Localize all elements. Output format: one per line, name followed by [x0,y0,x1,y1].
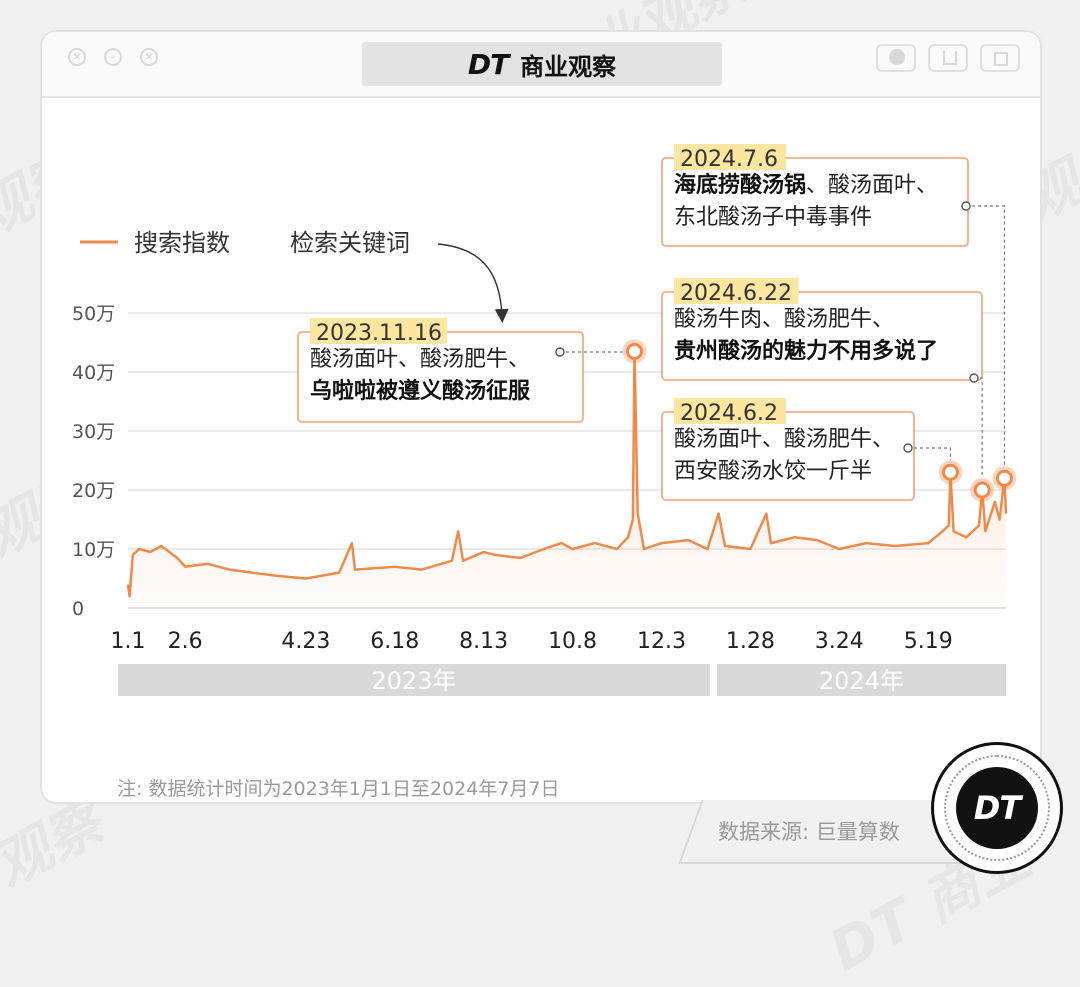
minimize-icon[interactable]: – [104,48,122,66]
annotation-segment: 酸汤牛肉、酸汤肥牛、 [674,307,894,332]
x-tick-label: 1.1 [111,629,146,654]
year-label: 2023年 [371,667,456,695]
record-icon[interactable] [876,44,916,72]
dt-logo: DT [467,47,509,81]
x-tick-label: 6.18 [370,629,419,654]
annotations: 2023.11.16酸汤面叶、酸汤肥牛、乌啦啦被遵义酸汤征服2024.6.2酸汤… [297,144,1017,502]
y-tick-label: 50万 [72,303,115,325]
annotation-text: 贵州酸汤的魅力不用多说了 [674,338,938,364]
series-area [128,351,1006,608]
annotation-date-highlight [674,398,786,424]
peak-marker [625,342,643,360]
annotation-text: 西安酸汤水饺一斤半 [674,459,872,484]
x-tick-label: 8.13 [459,629,508,654]
annotation-connector [908,447,952,461]
annotation-connector-dot [555,347,565,357]
annotation-segment: 乌啦啦被遵义酸汤征服 [310,378,531,404]
window-copy-icon[interactable] [980,44,1020,72]
keyword-arrow [437,243,509,323]
year-label: 2024年 [819,667,904,695]
x-tick-label: 1.28 [726,629,775,654]
annotation-segment: 、酸汤面叶、 [806,173,938,198]
annotation-connector [974,377,983,478]
annotation-date: 2024.6.22 [680,281,792,306]
title-bar: × – × DT 商业观察 [42,32,1040,98]
annotation-text: 酸汤面叶、酸汤肥牛、 [310,347,530,372]
legend-keyword-label: 检索关键词 [290,229,410,257]
x-tick-label: 2.6 [168,629,203,654]
y-tick-label: 10万 [72,539,115,561]
share-icon[interactable] [928,44,968,72]
annotation-connector-dot [903,443,913,453]
title-pill: DT 商业观察 [362,42,722,86]
y-tick-label: 0 [72,598,84,620]
annotation-text: 酸汤牛肉、酸汤肥牛、 [674,307,894,332]
annotation-connector-dot [961,201,971,211]
annotation-segment: 海底捞酸汤锅 [674,172,806,198]
x-tick-label: 4.23 [281,629,330,654]
annotation-text: 乌啦啦被遵义酸汤征服 [310,378,531,404]
data-source: 数据来源: 巨量算数 [718,820,900,844]
x-tick-label: 10.8 [548,629,597,654]
annotation-text: 酸汤面叶、酸汤肥牛、 [674,427,894,452]
dt-badge: DT [931,742,1063,874]
annotation-segment: 酸汤面叶、酸汤肥牛、 [674,427,894,452]
annotation-date-highlight [674,278,799,304]
annotation-segment: 酸汤面叶、酸汤肥牛、 [310,347,530,372]
x-tick-label: 5.19 [904,629,953,654]
annotation-segment: 东北酸汤子中毒事件 [674,205,872,230]
annotation-segment: 贵州酸汤的魅力不用多说了 [674,338,938,364]
year-band [118,664,710,696]
badge-ring [944,755,1050,861]
annotation-date: 2024.6.2 [680,401,778,426]
series-line [126,350,1008,598]
annotation-date: 2023.11.16 [316,321,442,346]
annotation-box [661,411,915,501]
annotation-text: 东北酸汤子中毒事件 [674,205,872,230]
legend: 搜索指数 检索关键词 [80,229,509,323]
peak-marker [995,469,1013,487]
y-tick-label: 30万 [72,421,115,443]
annotation-connector [966,205,1006,467]
annotation-text: 海底捞酸汤锅、酸汤面叶、 [674,172,938,198]
annotation-box [661,291,983,381]
y-axis: 0 10万 20万 30万 40万 50万 [72,303,115,620]
x-tick-label: 12.3 [637,629,686,654]
badge-logo: DT [956,767,1038,849]
close-icon[interactable]: × [68,48,86,66]
peak-marker [973,481,991,499]
annotation-connector-dot [969,373,979,383]
maximize-icon[interactable]: × [140,48,158,66]
legend-series-label: 搜索指数 [134,229,230,257]
footnote: 注: 数据统计时间为2023年1月1日至2024年7月7日 [117,778,560,800]
annotation-date-highlight [674,144,786,170]
year-band [716,664,1006,696]
peak-marker [941,463,959,481]
y-tick-label: 20万 [72,480,115,502]
annotation-date-highlight [310,318,447,344]
year-bands: 2023年 2024年 [118,664,1006,696]
annotation-segment: 西安酸汤水饺一斤半 [674,459,872,484]
x-tick-label: 3.24 [815,629,864,654]
window-title: 商业观察 [520,52,617,81]
x-axis: 1.1 2.6 4.23 6.18 8.13 10.8 12.3 1.28 3.24 5.19 [111,629,953,654]
annotation-date: 2024.7.6 [680,147,778,172]
y-tick-label: 40万 [72,362,115,384]
